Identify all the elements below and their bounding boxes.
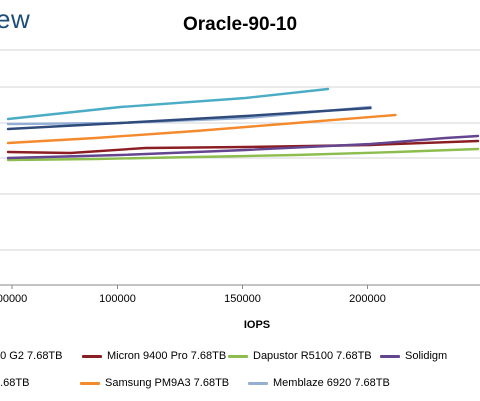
brand-logo: ew bbox=[0, 4, 31, 34]
legend-swatch bbox=[228, 354, 248, 358]
legend-swatch bbox=[82, 354, 102, 358]
series-lines bbox=[6, 87, 480, 162]
x-tick-label-0: 00000 bbox=[0, 293, 27, 305]
gridlines bbox=[0, 49, 480, 251]
legend-label: Memblaze 6920 7.68TB bbox=[273, 377, 390, 389]
series-line-5 bbox=[6, 87, 330, 121]
legend-item: Micron 9400 Pro 7.68TB bbox=[82, 350, 226, 362]
series-line-3 bbox=[6, 113, 397, 145]
legend-swatch bbox=[380, 354, 400, 358]
legend-item: Memblaze 6920 7.68TB bbox=[248, 377, 390, 389]
x-tick-label-2: 150000 bbox=[224, 293, 261, 305]
legend-label: 00 G2 7.68TB bbox=[0, 350, 63, 362]
legend-label: Micron 9400 Pro 7.68TB bbox=[107, 350, 227, 362]
x-axis-label: IOPS bbox=[244, 319, 270, 331]
legend-label: Samsung PM9A3 7.68TB bbox=[105, 377, 230, 389]
x-tick-label-3: 200000 bbox=[349, 293, 386, 305]
legend-item: Dapustor R5100 7.68TB bbox=[228, 350, 372, 362]
series-line-1 bbox=[6, 147, 480, 162]
series-line-6 bbox=[6, 106, 372, 131]
series-line-0 bbox=[6, 139, 480, 155]
legend-item: 00 G2 7.68TB bbox=[0, 350, 63, 362]
legend-item: 7.68TB bbox=[0, 377, 29, 389]
chart-title: Oracle-90-10 bbox=[182, 14, 298, 35]
x-tick-label-1: 100000 bbox=[99, 293, 136, 305]
legend-label: Solidigm bbox=[405, 350, 448, 362]
legend-item: Solidigm bbox=[380, 350, 447, 362]
series-line-2 bbox=[6, 134, 480, 160]
legend-label: 7.68TB bbox=[0, 377, 30, 389]
legend-swatch bbox=[80, 381, 100, 385]
legend-label: Dapustor R5100 7.68TB bbox=[253, 350, 372, 362]
legend-swatch bbox=[248, 381, 268, 385]
x-tick-labels: 00000 100000 150000 200000 bbox=[0, 285, 386, 305]
legend-item: Samsung PM9A3 7.68TB bbox=[80, 377, 229, 389]
